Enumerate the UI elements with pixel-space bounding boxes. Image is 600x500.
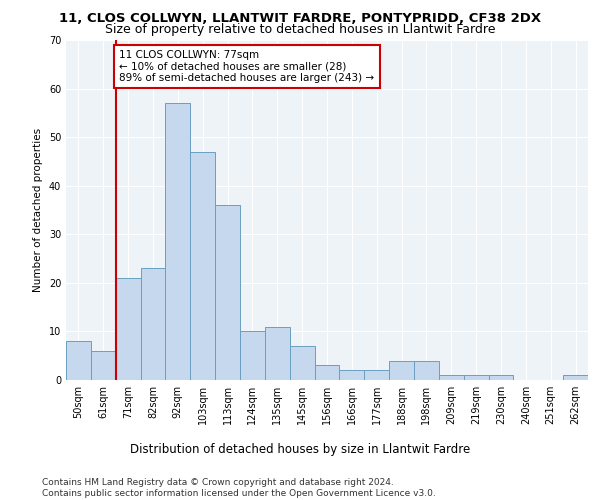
- Text: Size of property relative to detached houses in Llantwit Fardre: Size of property relative to detached ho…: [105, 22, 495, 36]
- Bar: [488, 375, 514, 380]
- Bar: [240, 332, 265, 380]
- Text: 11, CLOS COLLWYN, LLANTWIT FARDRE, PONTYPRIDD, CF38 2DX: 11, CLOS COLLWYN, LLANTWIT FARDRE, PONTY…: [59, 12, 541, 26]
- Bar: [389, 360, 414, 380]
- Bar: [265, 326, 290, 380]
- Bar: [116, 278, 140, 380]
- Bar: [140, 268, 166, 380]
- Bar: [166, 103, 190, 380]
- Bar: [340, 370, 364, 380]
- Bar: [290, 346, 314, 380]
- Text: Contains HM Land Registry data © Crown copyright and database right 2024.
Contai: Contains HM Land Registry data © Crown c…: [42, 478, 436, 498]
- Bar: [563, 375, 588, 380]
- Text: 11 CLOS COLLWYN: 77sqm
← 10% of detached houses are smaller (28)
89% of semi-det: 11 CLOS COLLWYN: 77sqm ← 10% of detached…: [119, 50, 374, 83]
- Bar: [91, 351, 116, 380]
- Bar: [215, 205, 240, 380]
- Y-axis label: Number of detached properties: Number of detached properties: [33, 128, 43, 292]
- Bar: [364, 370, 389, 380]
- Bar: [414, 360, 439, 380]
- Bar: [464, 375, 488, 380]
- Bar: [439, 375, 464, 380]
- Text: Distribution of detached houses by size in Llantwit Fardre: Distribution of detached houses by size …: [130, 442, 470, 456]
- Bar: [314, 366, 340, 380]
- Bar: [190, 152, 215, 380]
- Bar: [66, 341, 91, 380]
